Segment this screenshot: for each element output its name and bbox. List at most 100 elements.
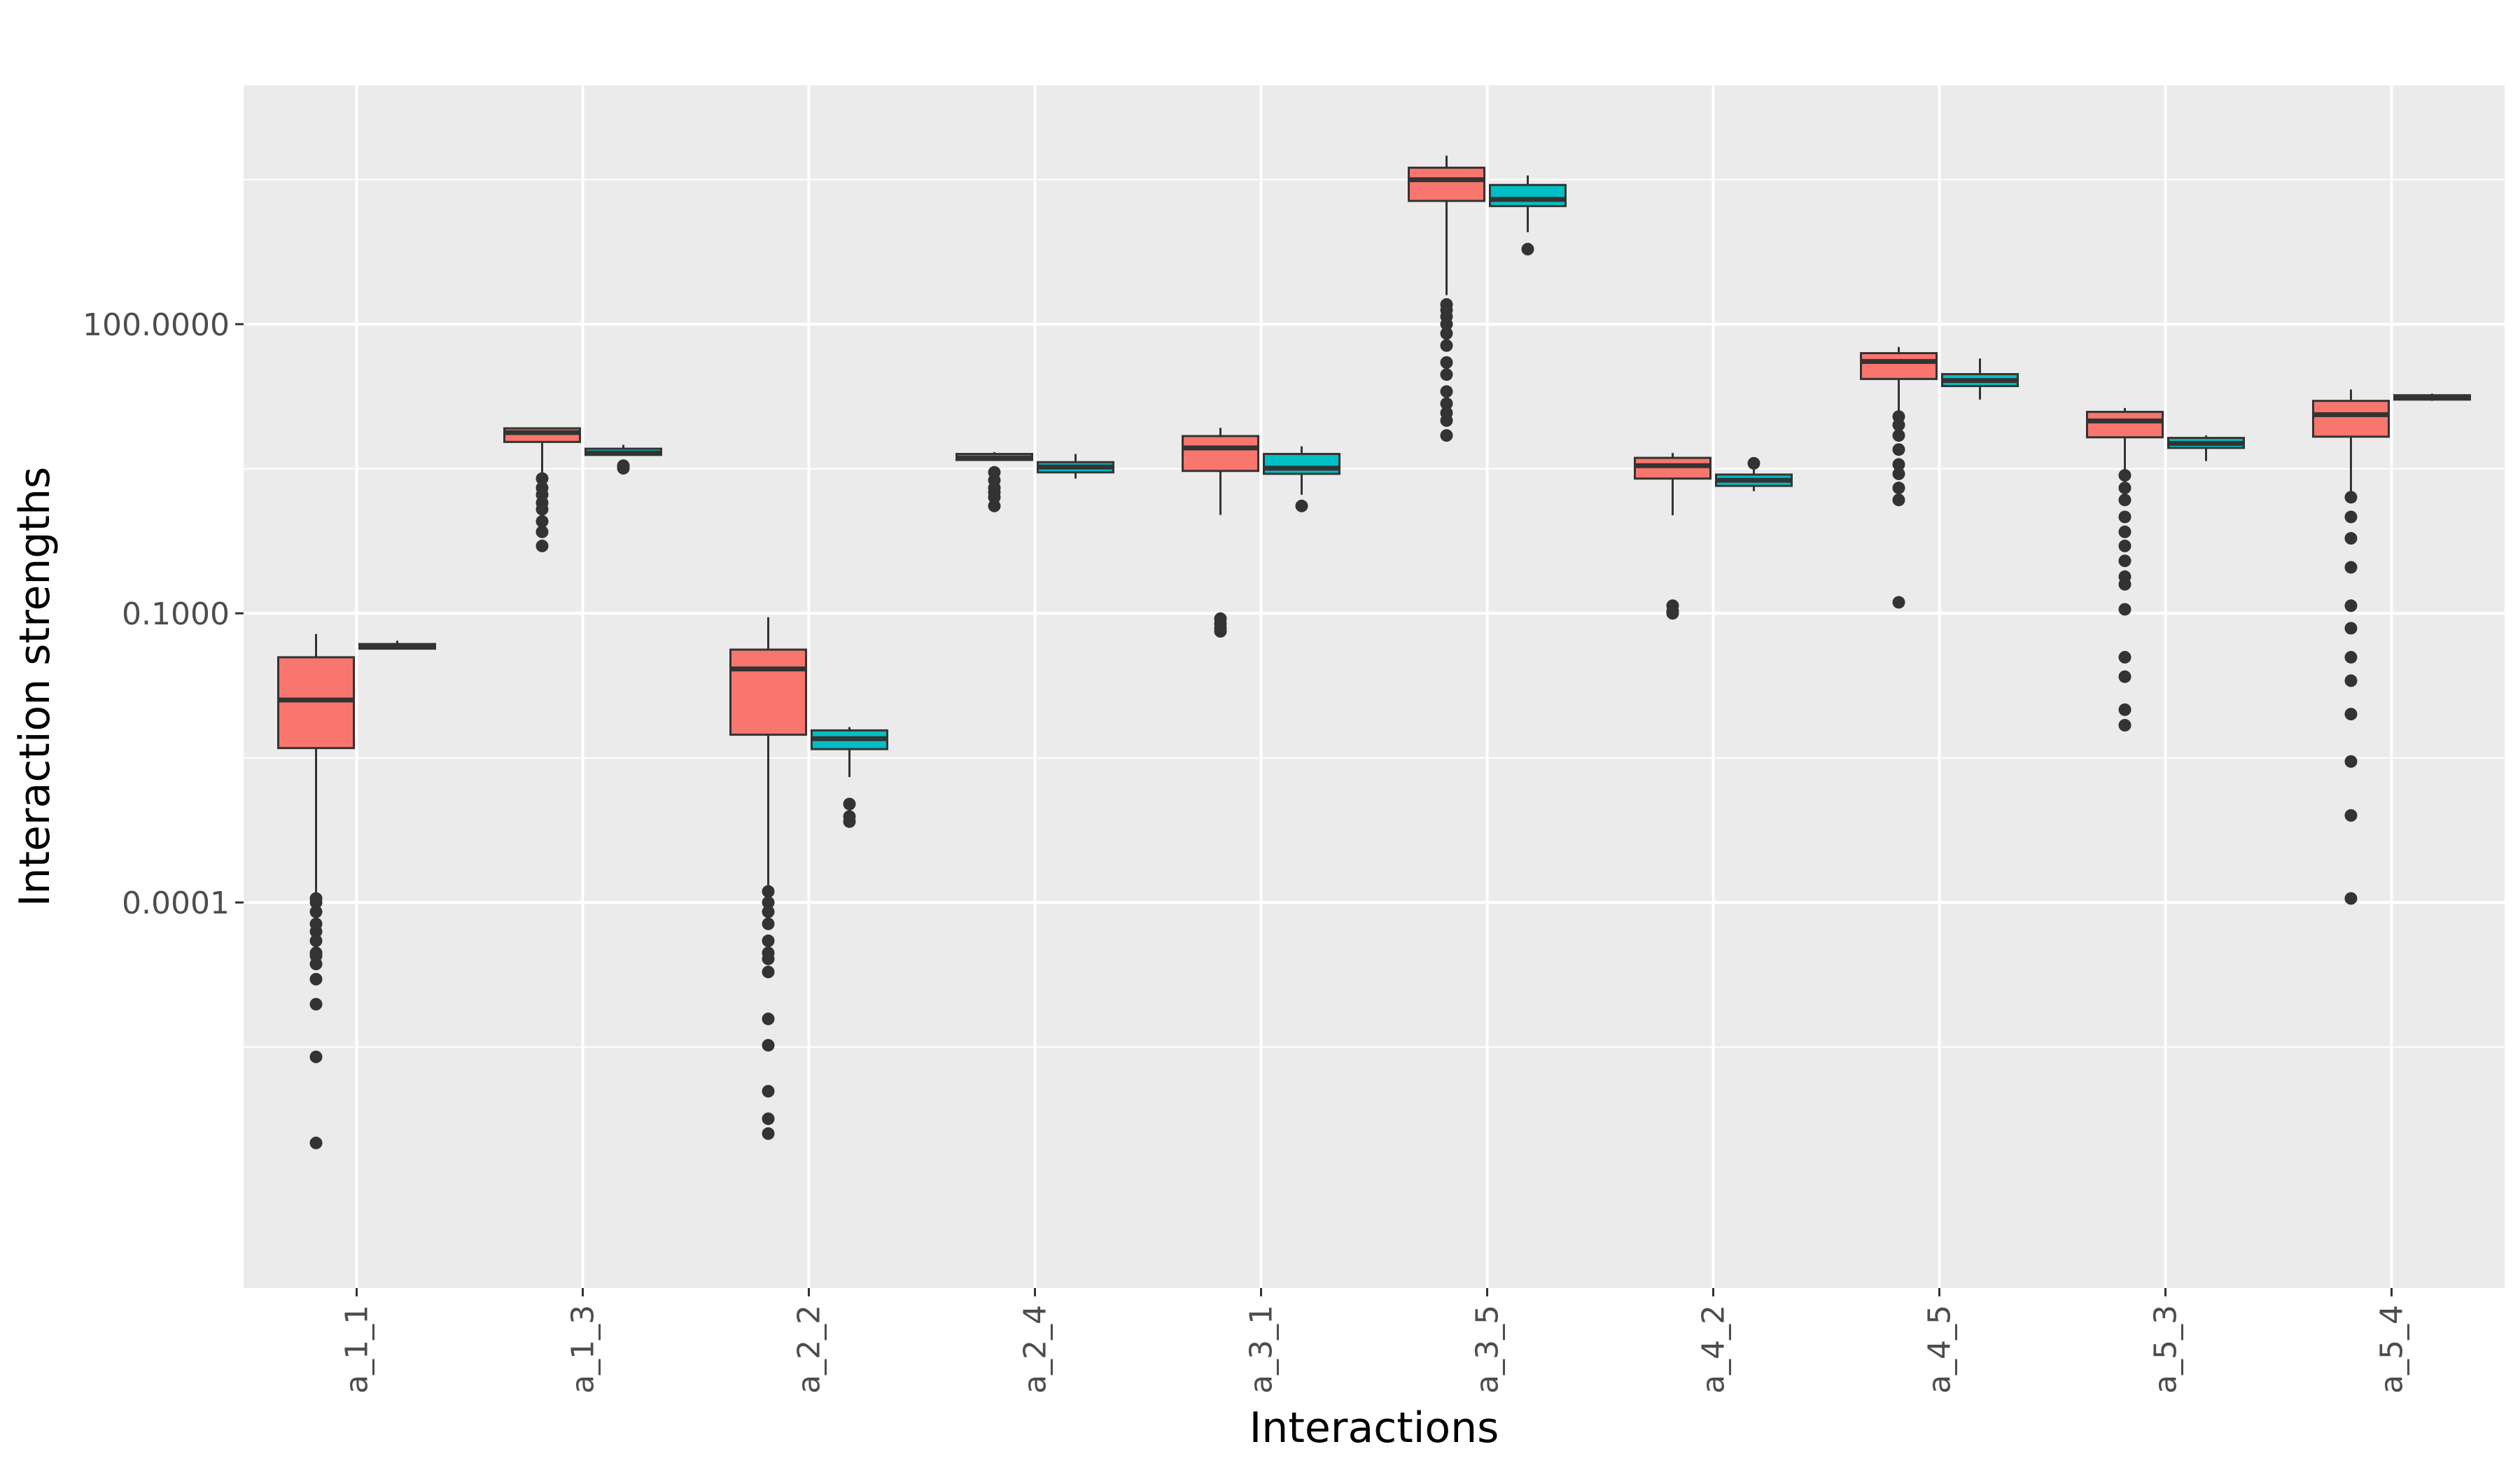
y-tick-label: 100.0000 xyxy=(83,307,230,343)
outlier-point xyxy=(309,1050,323,1063)
outlier-point xyxy=(2118,510,2132,524)
outlier-point xyxy=(309,958,323,971)
y-axis-title: Interaction strengths xyxy=(10,467,59,907)
outlier-point xyxy=(309,934,323,948)
box-a_5_4-teal xyxy=(2393,393,2471,401)
box-iqr xyxy=(1634,456,1712,480)
outlier-point xyxy=(1440,327,1453,340)
outlier-point xyxy=(2344,532,2358,545)
x-tick-label: a_1_3 xyxy=(566,1305,601,1394)
outlier-point xyxy=(2118,493,2132,507)
outlier-point xyxy=(2118,578,2132,591)
outlier-point xyxy=(762,1039,775,1052)
outlier-point xyxy=(762,1084,775,1098)
outlier-point xyxy=(988,499,1001,512)
outlier-point xyxy=(1440,368,1453,382)
outlier-point xyxy=(1440,339,1453,352)
outlier-point xyxy=(762,896,775,909)
outlier-point xyxy=(762,1127,775,1140)
outlier-point xyxy=(2344,650,2358,664)
outlier-point xyxy=(762,965,775,979)
x-tick-label: a_5_3 xyxy=(2148,1305,2184,1394)
axis-layer: 0.0001 0.1000 100.0000 a_1_1 a_1_3 a_2_2 a_2_4… xyxy=(83,307,2409,1394)
outlier-point xyxy=(2344,808,2358,822)
outlier-point xyxy=(2344,599,2358,612)
outlier-point xyxy=(1440,356,1453,369)
box-layer xyxy=(277,155,2471,1149)
x-tick-label: a_2_2 xyxy=(792,1305,827,1394)
box-iqr xyxy=(1182,435,1259,472)
outlier-point xyxy=(1214,624,1227,638)
box-a_5_3-red xyxy=(2086,407,2164,732)
x-tick-label: a_2_4 xyxy=(1018,1305,1054,1394)
outlier-point xyxy=(1295,499,1308,512)
y-tick-label: 0.1000 xyxy=(122,596,230,632)
outlier-point xyxy=(536,514,549,528)
outlier-point xyxy=(536,525,549,538)
box-iqr xyxy=(729,648,807,736)
box-a_4_2-red xyxy=(1634,453,1712,620)
box-a_4_5-teal xyxy=(1941,358,2019,400)
outlier-point xyxy=(2118,719,2132,732)
outlier-point xyxy=(2118,525,2132,538)
x-tick-label: a_3_5 xyxy=(1470,1305,1506,1394)
box-iqr xyxy=(1860,352,1938,380)
box-a_1_1-teal xyxy=(358,640,436,650)
box-a_1_3-red xyxy=(503,427,581,552)
box-a_2_2-teal xyxy=(811,727,888,828)
outlier-point xyxy=(1521,242,1534,255)
box-a_5_4-red xyxy=(2312,389,2390,905)
x-tick-label: a_3_1 xyxy=(1244,1305,1280,1394)
outlier-point xyxy=(762,917,775,930)
plot-panel xyxy=(244,85,2505,1288)
box-iqr xyxy=(1489,183,1567,207)
outlier-point xyxy=(762,934,775,948)
box-a_1_1-red xyxy=(277,634,355,1149)
outlier-point xyxy=(1440,429,1453,442)
box-iqr xyxy=(2312,400,2390,438)
outlier-point xyxy=(2344,622,2358,635)
outlier-point xyxy=(1892,429,1905,442)
outlier-point xyxy=(536,503,549,516)
outlier-point xyxy=(2118,482,2132,495)
outlier-point xyxy=(2118,554,2132,568)
outlier-point xyxy=(617,461,630,475)
outlier-point xyxy=(536,472,549,485)
box-a_3_5-red xyxy=(1408,155,1485,442)
outlier-point xyxy=(2344,674,2358,687)
box-iqr xyxy=(277,656,355,750)
outlier-point xyxy=(1892,458,1905,471)
x-tick-label: a_1_1 xyxy=(340,1305,375,1394)
outlier-point xyxy=(1440,414,1453,427)
box-a_5_3-teal xyxy=(2167,435,2245,461)
outlier-point xyxy=(1892,467,1905,480)
outlier-point xyxy=(2344,561,2358,574)
box-iqr xyxy=(1408,167,1485,202)
outlier-point xyxy=(1892,419,1905,432)
outlier-point xyxy=(2344,708,2358,721)
outlier-point xyxy=(2118,670,2132,683)
x-axis-title: Interactions xyxy=(1250,1404,1499,1452)
outlier-point xyxy=(2118,539,2132,552)
outlier-point xyxy=(536,539,549,552)
outlier-point xyxy=(1892,596,1905,609)
x-tick-label: a_5_4 xyxy=(2374,1305,2410,1394)
outlier-point xyxy=(2118,469,2132,482)
outlier-point xyxy=(1440,397,1453,410)
outlier-point xyxy=(762,905,775,918)
outlier-point xyxy=(2344,755,2358,768)
box-a_3_1-red xyxy=(1182,428,1259,638)
outlier-point xyxy=(762,1112,775,1126)
box-a_2_4-teal xyxy=(1037,454,1114,479)
outlier-point xyxy=(2118,603,2132,616)
outlier-point xyxy=(2344,491,2358,504)
box-a_2_4-red xyxy=(955,451,1033,512)
outlier-point xyxy=(762,1012,775,1026)
box-a_4_5-red xyxy=(1860,346,1938,609)
outlier-point xyxy=(1747,456,1760,470)
box-a_1_3-teal xyxy=(584,444,662,475)
outlier-point xyxy=(762,885,775,898)
outlier-point xyxy=(309,997,323,1011)
outlier-point xyxy=(762,952,775,965)
